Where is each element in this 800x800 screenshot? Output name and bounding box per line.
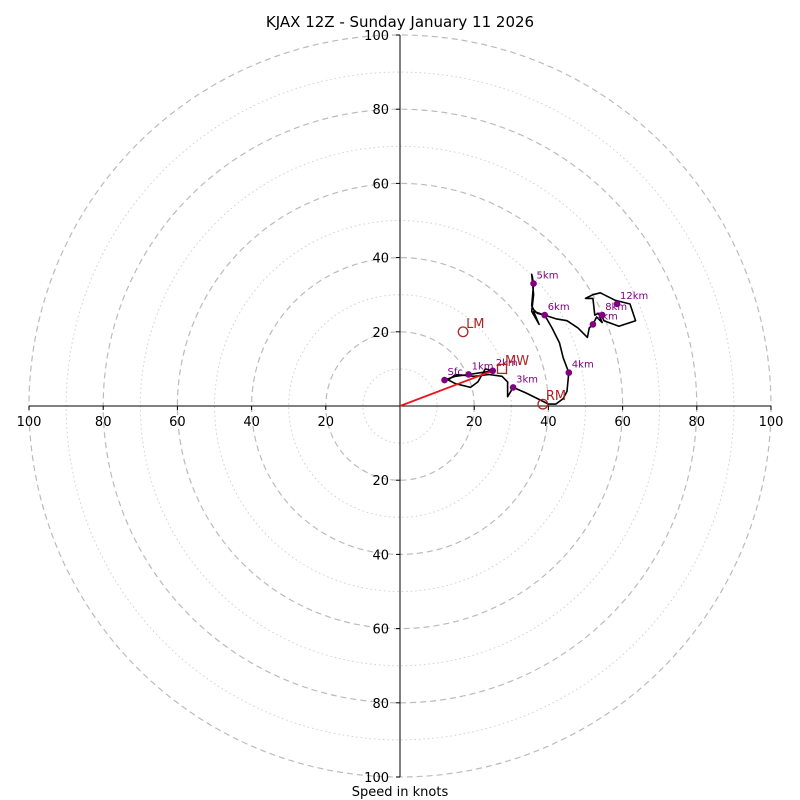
x-tick-label: 60 <box>614 415 631 430</box>
x-tick-label: 100 <box>17 415 42 430</box>
wind-profile-line <box>444 273 637 405</box>
y-tick-label: 100 <box>364 29 389 44</box>
height-marker-point <box>489 367 497 375</box>
x-tick-label: 20 <box>318 415 335 430</box>
x-axis-label: Speed in knots <box>352 785 449 800</box>
y-tick-label: 60 <box>372 177 389 192</box>
height-marker-point <box>613 300 621 308</box>
shear-vector <box>399 369 494 407</box>
height-marker-label: 5km <box>537 271 559 282</box>
y-tick-label: 100 <box>364 771 389 786</box>
x-tick-label: 100 <box>759 415 784 430</box>
x-tick-label: 80 <box>95 415 112 430</box>
y-tick-label: 80 <box>372 103 389 118</box>
y-tick-label: 20 <box>372 326 389 341</box>
chart-title: KJAX 12Z - Sunday January 11 2026 <box>266 13 534 31</box>
x-tick-labels: 100 80 60 40 20 20 40 60 80 100 <box>17 406 784 430</box>
height-marker-label: 8km <box>605 302 627 313</box>
y-tick-label: 40 <box>372 252 389 267</box>
height-marker-label: 2km <box>496 358 518 369</box>
y-tick-label: 80 <box>372 697 389 712</box>
x-tick-label: 80 <box>689 415 706 430</box>
y-tick-labels: 100 80 60 40 20 20 40 60 80 100 <box>364 29 400 786</box>
motion-marker-circle <box>537 398 549 410</box>
height-marker-point <box>541 311 548 319</box>
hodograph-trace <box>444 273 637 405</box>
height-marker-label: 3km <box>516 374 538 385</box>
height-marker-point <box>530 280 537 287</box>
x-tick-label: 40 <box>540 415 557 430</box>
storm-motion-markers: LM MW RM <box>457 317 566 410</box>
height-marker-label: 12km <box>620 291 648 302</box>
x-tick-label: 40 <box>243 415 260 430</box>
y-tick-label: 40 <box>372 548 389 563</box>
height-marker-point <box>509 384 517 391</box>
x-tick-label: 20 <box>466 415 483 430</box>
y-tick-label: 60 <box>372 623 389 638</box>
y-tick-label: 20 <box>372 474 389 489</box>
height-marker-label: 6km <box>548 302 570 313</box>
motion-marker-label: RM <box>546 389 566 404</box>
bulk-shear-line <box>399 369 494 407</box>
height-marker-point <box>598 311 606 319</box>
height-marker-point <box>565 369 573 376</box>
height-marker-label: 1km <box>472 361 494 372</box>
height-marker-label: 7km <box>596 311 618 322</box>
x-tick-label: 60 <box>169 415 186 430</box>
height-marker-label: 4km <box>572 360 594 371</box>
motion-marker-circle <box>457 326 469 338</box>
motion-marker-label: MW <box>505 354 529 369</box>
height-marker-point <box>589 321 597 328</box>
height-marker-point <box>465 371 472 378</box>
height-marker-label: Sfc <box>448 367 463 378</box>
motion-marker-square <box>496 363 508 375</box>
height-marker-point <box>441 376 448 384</box>
motion-marker-label: LM <box>466 317 484 332</box>
